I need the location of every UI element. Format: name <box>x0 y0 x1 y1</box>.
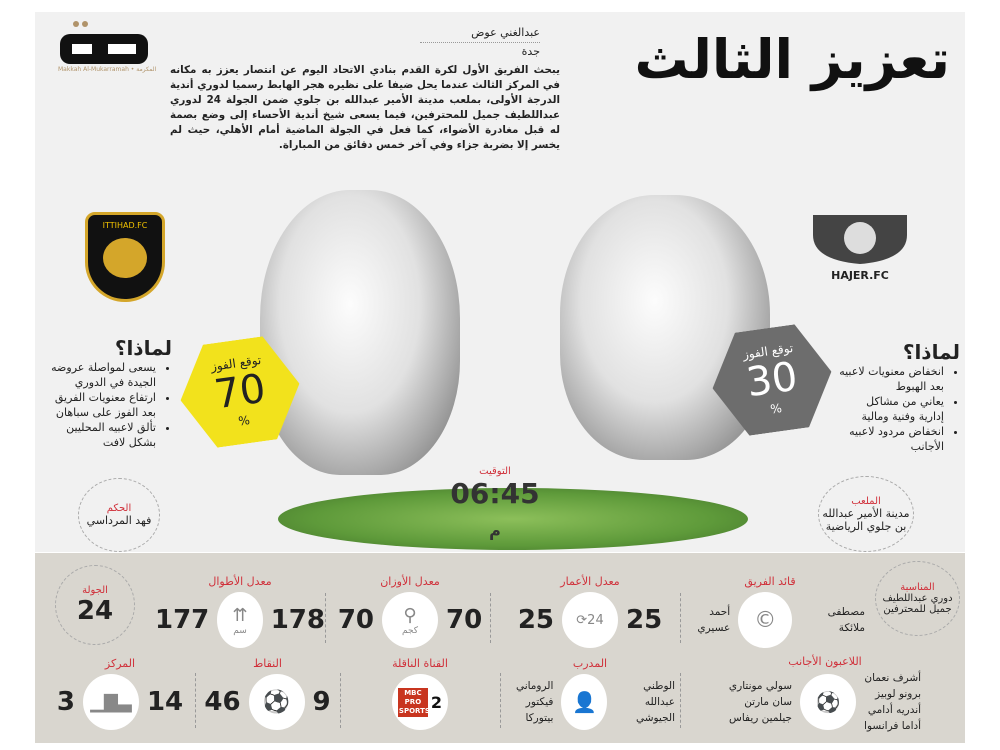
podium-icon: ▁▇▃ <box>82 674 139 730</box>
pitch-graphic <box>278 488 748 550</box>
height-arrow-icon: ⇈ سم <box>217 592 263 648</box>
logo-subtitle: Makkah Al-Mukarramah • المكرمة <box>58 66 157 73</box>
hajer-reasons: لماذا؟ انخفاض معنويات لاعبيه بعد الهبوطي… <box>838 340 960 454</box>
channel-stat: القناة الناقلة MBC PRO SPORTS 2 <box>345 657 495 730</box>
stats-panel: المناسبة دوري عبداللطيف جميل للمحترفين قا… <box>35 553 965 743</box>
captain-c-icon: © <box>738 592 793 648</box>
position-stat: المركز 3 ▁▇▃ 14 <box>45 657 195 730</box>
makkah-logo <box>58 18 150 66</box>
captain-stat: قائد الفريق أحمد عسيري © مصطفى ملائكة <box>675 575 865 648</box>
weight-stat: معدل الأوزان 70 ⚲ كجم 70 <box>335 575 485 648</box>
page-title: تعزيز الثالث <box>634 28 950 91</box>
coach-person-icon: 👤 <box>561 674 608 730</box>
lead-paragraph: يبحث الفريق الأول لكرة القدم بنادي الاتح… <box>170 64 560 151</box>
round: الجولة 24 <box>55 565 135 645</box>
author: عبدالغني عوض <box>420 26 540 43</box>
points-stat: النقاط 46 ⚽ 9 <box>200 657 335 730</box>
ittihad-badge: ITTIHAD.FC <box>85 212 165 302</box>
clock-24-icon: ⟳24 <box>562 592 618 648</box>
hajer-badge: HAJER.FC <box>805 210 915 282</box>
match-time: التوقيت 06:45 م <box>450 466 540 540</box>
mbc-pro-sports-logo: MBC PRO SPORTS 2 <box>392 674 448 730</box>
occasion: المناسبة دوري عبداللطيف جميل للمحترفين <box>875 561 960 636</box>
tiger-icon <box>103 238 147 278</box>
ittihad-player-sketch <box>260 190 460 475</box>
referee-info: الحكم فهد المرداسي <box>78 478 160 552</box>
height-stat: معدل الأطوال 177 ⇈ سم 178 <box>155 575 325 648</box>
main-panel <box>35 12 965 552</box>
hajer-shield-icon <box>813 215 907 264</box>
city: جدة <box>521 45 540 58</box>
football-icon: ⚽ <box>248 674 305 730</box>
weight-hook-icon: ⚲ كجم <box>382 592 438 648</box>
ittihad-reasons: لماذا؟ يسعى لمواصلة عروضه الجيدة في الدو… <box>50 336 172 450</box>
stadium-info: الملعب مدينة الأمير عبدالله بن جلوي الريا… <box>818 476 914 552</box>
age-stat: معدل الأعمار 25 ⟳24 25 <box>505 575 675 648</box>
kicking-player-icon: ⚽ <box>800 674 857 730</box>
coach-stat: المدرب الروماني فيكتور بيتوركا 👤 الوطني عب… <box>505 657 675 730</box>
foreign-players-stat: اللاعبون الأجانب سولي مونتاري سان مارتن جي… <box>728 655 922 732</box>
